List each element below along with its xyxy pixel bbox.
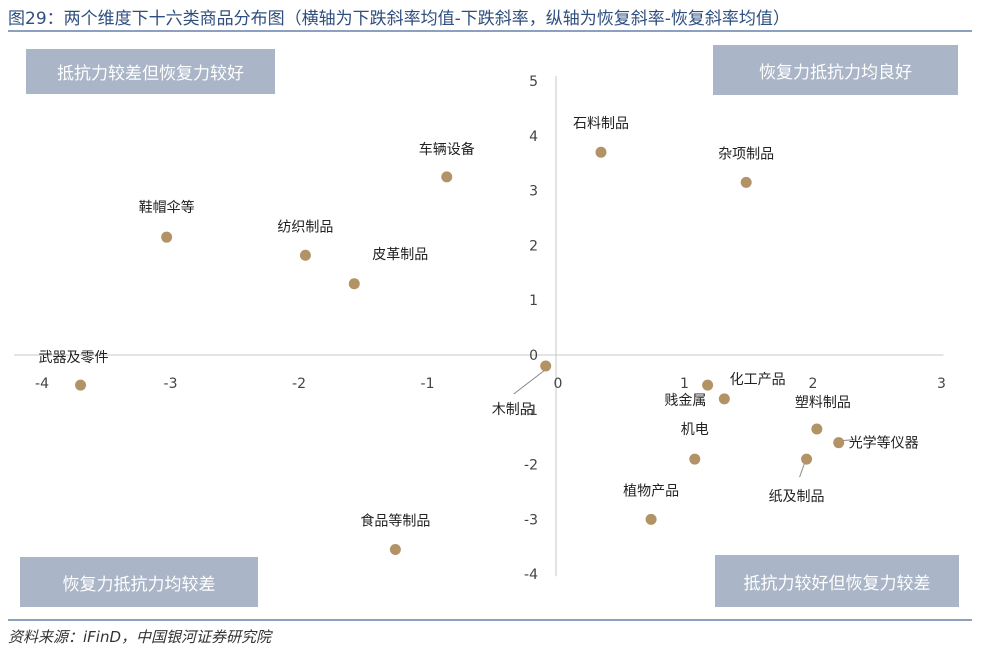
- data-point: [645, 513, 657, 525]
- data-point: [702, 379, 714, 391]
- data-point: [299, 249, 311, 261]
- bottom-rule: [8, 619, 972, 621]
- y-tick-label: 4: [529, 129, 538, 145]
- point-label: 武器及零件: [39, 350, 109, 366]
- data-point: [161, 231, 173, 243]
- y-tick-label: 1: [529, 293, 538, 309]
- axes: -4 -3 -2 -1 0 1 2 3 5 4 3 2 1 0 -1 -2 -3 -4: [14, 74, 946, 583]
- source-note: 资料来源：iFinD，中国银河证券研究院: [8, 628, 272, 646]
- y-tick-label: 3: [529, 184, 538, 200]
- point-label: 光学等仪器: [849, 435, 919, 452]
- y-tick-label: -2: [524, 458, 538, 474]
- leader-line: [841, 439, 855, 442]
- quadrant-label-bottom-left: 恢复力抵抗力均较差: [20, 557, 258, 607]
- point-label: 皮革制品: [372, 247, 428, 263]
- data-points: [75, 146, 845, 556]
- x-tick-label: 0: [554, 376, 563, 392]
- x-tick-label: 1: [680, 376, 689, 392]
- quadrant-label-top-left: 抵抗力较差但恢复力较好: [26, 49, 275, 94]
- quadrant-label-bottom-right: 抵抗力较好但恢复力较差: [715, 555, 959, 607]
- top-rule: [8, 30, 972, 32]
- x-tick-label: -4: [35, 376, 49, 392]
- point-label: 化工产品: [730, 372, 786, 388]
- point-label: 杂项制品: [718, 146, 774, 162]
- y-tick-label: 5: [529, 74, 538, 90]
- point-label: 木制品: [492, 402, 534, 418]
- data-point: [811, 423, 823, 435]
- data-point: [801, 453, 813, 465]
- data-point: [389, 544, 401, 556]
- leader-line: [799, 462, 806, 478]
- point-label: 食品等制品: [360, 513, 430, 530]
- point-label: 鞋帽伞等: [139, 199, 195, 216]
- point-label: 塑料制品: [795, 395, 851, 411]
- x-tick-label: -1: [421, 376, 435, 392]
- data-point: [689, 453, 701, 465]
- point-label: 贱金属: [664, 393, 706, 409]
- data-point: [348, 278, 360, 290]
- point-label: 纸及制品: [769, 489, 825, 505]
- data-point: [740, 176, 752, 188]
- point-label: 纺织制品: [277, 219, 333, 235]
- y-tick-label: -1: [524, 403, 538, 419]
- leader-line: [513, 370, 545, 395]
- leader-lines: [513, 370, 855, 478]
- data-point: [595, 146, 607, 158]
- point-label: 机电: [681, 422, 709, 438]
- point-label: 植物产品: [623, 483, 679, 499]
- x-tick-label: 2: [809, 376, 818, 392]
- y-tick-label: -4: [524, 567, 538, 583]
- x-tick-label: -3: [164, 376, 178, 392]
- data-point: [75, 379, 87, 391]
- y-tick-label: -3: [524, 512, 538, 528]
- figure-title: 图29：两个维度下十六类商品分布图（横轴为下跌斜率均值-下跌斜率，纵轴为恢复斜率…: [8, 9, 790, 29]
- quadrant-label-top-right: 恢复力抵抗力均良好: [713, 45, 958, 95]
- x-tick-label: -2: [292, 376, 306, 392]
- data-point: [540, 360, 552, 372]
- x-tick-label: 3: [937, 376, 946, 392]
- point-label: 石料制品: [573, 116, 629, 132]
- data-point: [833, 437, 845, 449]
- point-label: 车辆设备: [419, 141, 475, 158]
- data-point: [441, 171, 453, 183]
- y-tick-label: 2: [529, 238, 538, 254]
- y-tick-label: 0: [529, 348, 538, 364]
- data-point: [718, 393, 730, 405]
